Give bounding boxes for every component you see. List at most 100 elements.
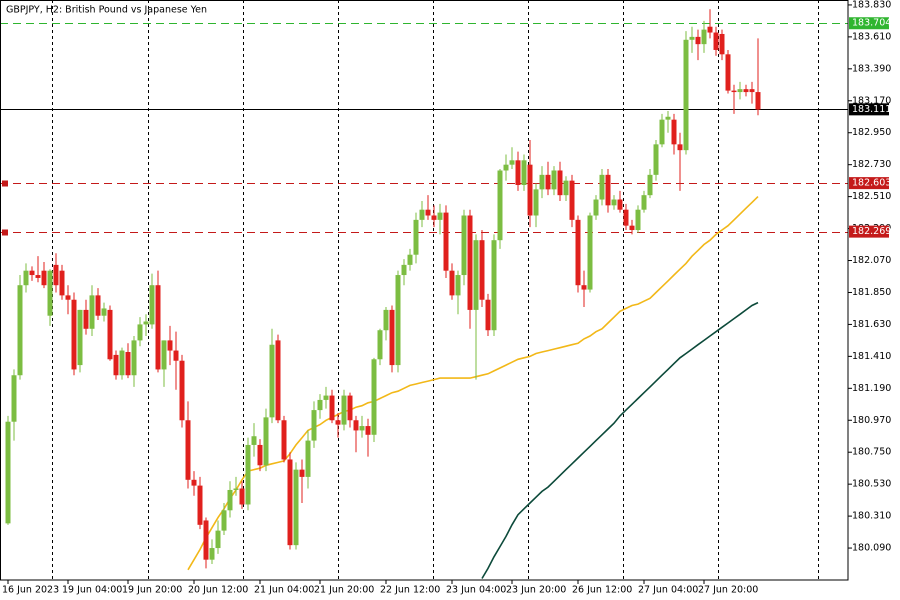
candle-body <box>65 295 71 300</box>
candle-body <box>635 209 641 231</box>
candle-body <box>671 119 677 145</box>
price-label: 182.269 <box>852 226 891 237</box>
candle-body <box>143 321 149 325</box>
price-box <box>849 225 889 238</box>
candle-body <box>347 395 353 421</box>
candle-body <box>113 354 119 376</box>
candle-body <box>47 270 53 316</box>
candle-body <box>719 33 725 55</box>
candle-body <box>89 295 95 329</box>
plot-border <box>0 0 849 581</box>
candle-body <box>185 420 191 480</box>
candle-body <box>239 488 245 505</box>
x-tick-label: 23 Jun 04:00 <box>446 585 506 596</box>
price-label: 183.704 <box>852 18 891 29</box>
candle-body <box>107 309 113 360</box>
candle-body <box>377 330 383 360</box>
candle-body <box>737 89 743 93</box>
candle-body <box>401 264 407 276</box>
y-tick-label: 181.190 <box>852 383 891 394</box>
moving-average <box>481 301 759 579</box>
candle-body <box>461 215 467 276</box>
candle-body <box>149 285 155 325</box>
candle-body <box>641 195 647 210</box>
candle-body <box>35 275 41 278</box>
candle-body <box>395 275 401 366</box>
y-tick-label: 182.950 <box>852 127 891 138</box>
y-tick-label: 182.510 <box>852 191 891 202</box>
moving-average <box>187 196 759 571</box>
candle-body <box>683 39 689 151</box>
plot <box>0 9 848 579</box>
candle-body <box>539 174 545 190</box>
candle-body <box>425 209 431 216</box>
candle-body <box>749 89 755 93</box>
y-tick-label: 180.750 <box>852 447 891 458</box>
candle-body <box>125 352 131 376</box>
candle-body <box>293 469 299 546</box>
candle-body <box>437 212 443 220</box>
y-tick-label: 183.610 <box>852 31 891 42</box>
candle-body <box>83 309 89 329</box>
candle-body <box>431 215 437 220</box>
candle-body <box>41 270 47 286</box>
x-tick-label: 27 Jun 20:00 <box>698 585 758 596</box>
candle-body <box>611 199 617 206</box>
candle-body <box>71 299 77 370</box>
candle-body <box>257 444 263 466</box>
candle-body <box>455 275 461 296</box>
candle-body <box>467 215 473 310</box>
candle-body <box>167 340 173 351</box>
candle-body <box>413 219 419 255</box>
candle-body <box>407 254 413 265</box>
candle-body <box>131 340 137 376</box>
candle-body <box>53 264 59 286</box>
candle-body <box>533 189 539 216</box>
y-tick-label: 181.630 <box>852 319 891 330</box>
candle-body <box>17 285 23 376</box>
price-box <box>849 17 889 30</box>
candle-body <box>605 174 611 206</box>
candle-body <box>713 32 719 50</box>
candle-body <box>443 212 449 271</box>
candle-body <box>287 459 293 546</box>
candle-body <box>545 174 551 190</box>
candle-body <box>689 36 695 40</box>
candle-body <box>659 119 665 145</box>
candle-body <box>701 29 707 45</box>
candle-body <box>329 395 335 421</box>
candle-body <box>29 270 35 276</box>
candle-body <box>275 340 281 421</box>
x-tick-label: 23 Jun 20:00 <box>506 585 566 596</box>
candle-body <box>209 548 215 560</box>
candle-body <box>263 417 269 466</box>
candle-body <box>161 340 167 370</box>
x-tick-label: 21 Jun 20:00 <box>314 585 374 596</box>
y-tick-label: 182.730 <box>852 159 891 170</box>
candle-body <box>509 160 515 165</box>
candle-body <box>155 285 161 370</box>
candle-body <box>599 174 605 200</box>
candle-body <box>551 170 557 190</box>
candle-body <box>197 485 203 525</box>
candle-body <box>629 225 635 231</box>
candle-body <box>371 359 377 435</box>
candle-body <box>59 270 65 296</box>
candle-body <box>527 164 533 216</box>
candle-body <box>593 199 599 216</box>
candle-body <box>191 479 197 486</box>
candle-body <box>269 344 275 418</box>
y-tick-label: 182.070 <box>852 255 891 266</box>
x-tick-label: 19 Jun 20:00 <box>122 585 182 596</box>
candle-body <box>743 89 749 93</box>
candle-body <box>575 219 581 286</box>
candle-body <box>335 420 341 425</box>
candle-body <box>359 426 365 431</box>
price-label: 182.603 <box>852 178 891 189</box>
y-tick-label: 183.390 <box>852 63 891 74</box>
candle-body <box>647 174 653 196</box>
candle-body <box>383 309 389 331</box>
y-tick-label: 180.530 <box>852 479 891 490</box>
